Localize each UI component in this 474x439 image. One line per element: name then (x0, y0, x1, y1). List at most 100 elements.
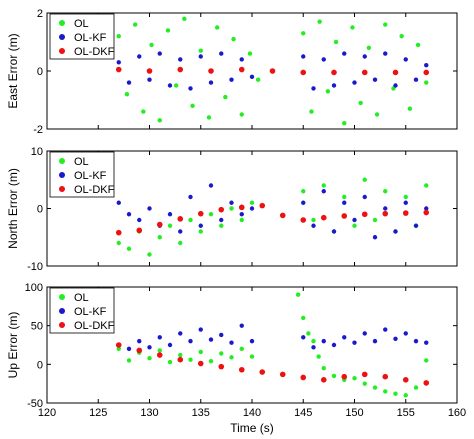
data-point (372, 217, 378, 223)
data-point (279, 371, 286, 378)
data-point (413, 77, 419, 82)
y-tick-label: -50 (27, 398, 43, 410)
y-tick-label: -2 (33, 124, 43, 136)
data-point (116, 34, 121, 39)
data-point (372, 235, 378, 240)
data-point (147, 77, 152, 82)
series-ol-dkf (115, 342, 430, 386)
data-point (208, 80, 214, 85)
data-point (167, 223, 173, 228)
data-point (249, 354, 255, 359)
legend-marker (59, 34, 65, 40)
data-point (223, 94, 228, 100)
data-point (399, 34, 404, 39)
data-point (115, 66, 122, 73)
data-point (342, 194, 347, 200)
data-point (300, 217, 307, 223)
y-tick-label: -10 (27, 261, 43, 273)
data-point (219, 223, 224, 228)
data-point (182, 16, 187, 21)
legend-marker (59, 48, 65, 54)
data-point (331, 69, 337, 76)
data-point (301, 315, 306, 321)
data-point (249, 74, 255, 80)
data-point (413, 338, 419, 344)
legend-marker (59, 186, 65, 192)
x-tick-label: 150 (345, 407, 363, 419)
data-point (214, 25, 220, 30)
data-point (301, 335, 306, 340)
data-point (156, 221, 163, 228)
data-point (300, 374, 307, 381)
y-axis-label: East Error (m) (6, 33, 20, 108)
data-point (136, 227, 143, 234)
data-point (239, 346, 244, 352)
plot-area (115, 177, 430, 257)
data-point (124, 92, 130, 97)
data-point (269, 68, 276, 74)
data-point (424, 340, 429, 345)
data-point (238, 66, 245, 73)
data-point (178, 240, 183, 246)
data-point (177, 66, 184, 73)
x-tick-label: 140 (243, 407, 261, 419)
data-point (320, 377, 327, 383)
data-point (317, 19, 322, 24)
data-point (403, 200, 408, 205)
data-point (301, 189, 306, 194)
data-point (331, 229, 337, 234)
x-tick-label: 130 (140, 407, 158, 419)
data-point (382, 210, 389, 217)
legend-label: OL (74, 156, 89, 168)
data-point (402, 377, 409, 383)
legend: OL OL-KF OL-DKF (49, 151, 115, 198)
data-point (177, 216, 184, 222)
series-ol-dkf (115, 66, 430, 76)
series-ol-kf (116, 323, 429, 352)
data-point (147, 206, 152, 211)
data-point (321, 57, 326, 62)
data-point (198, 48, 203, 53)
data-point (407, 106, 413, 111)
data-point (136, 347, 143, 354)
data-point (342, 200, 347, 205)
data-point (137, 217, 142, 223)
data-point (374, 112, 380, 117)
data-point (178, 352, 183, 358)
legend-marker (59, 294, 65, 300)
data-point (352, 376, 357, 381)
data-point (361, 371, 368, 378)
data-point (383, 206, 388, 211)
legend-label: OL-DKF (74, 320, 115, 332)
data-point (188, 217, 193, 223)
data-point (132, 22, 138, 27)
data-point (309, 109, 314, 114)
series-ol (116, 177, 429, 257)
data-point (126, 346, 132, 352)
x-tick-label: 135 (192, 407, 210, 419)
data-point (126, 358, 132, 363)
data-point (352, 217, 357, 223)
data-point (402, 210, 409, 216)
x-tick-label: 145 (294, 407, 312, 419)
legend-marker (59, 158, 65, 164)
series-ol-kf (116, 183, 429, 240)
data-point (393, 391, 398, 396)
data-point (325, 89, 331, 94)
y-axis-label: North Error (m) (6, 168, 20, 249)
data-point (141, 109, 146, 114)
data-point (126, 212, 132, 217)
y-tick-label: 0 (37, 66, 43, 78)
series-ol-dkf (115, 202, 430, 236)
data-point (352, 340, 357, 345)
data-point (372, 338, 378, 344)
data-point (361, 211, 368, 218)
data-point (173, 83, 179, 88)
data-point (383, 327, 388, 332)
data-point (239, 212, 244, 217)
data-point (333, 39, 339, 45)
data-point (238, 204, 245, 211)
data-point (198, 349, 203, 355)
data-point (279, 212, 286, 219)
data-point (301, 200, 306, 205)
